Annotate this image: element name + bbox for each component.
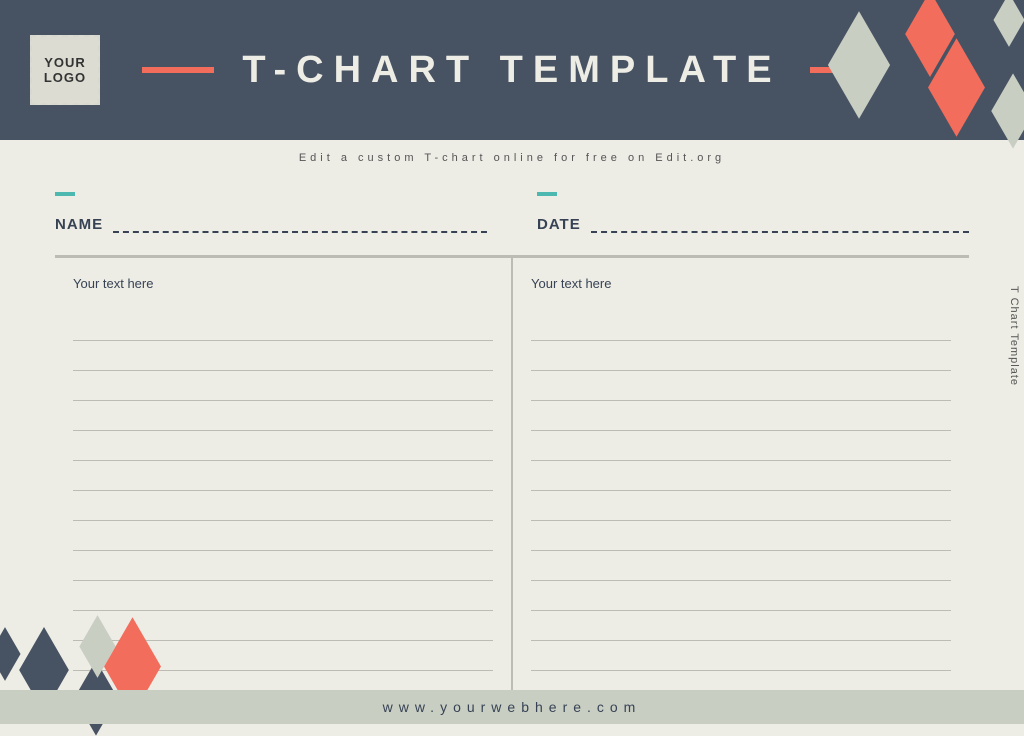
fields-row: NAME DATE bbox=[0, 164, 1024, 243]
date-field: DATE bbox=[537, 192, 969, 233]
left-placeholder: Your text here bbox=[73, 276, 493, 291]
t-chart-left-column[interactable]: Your text here bbox=[55, 258, 513, 695]
row-line bbox=[73, 311, 493, 341]
row-line bbox=[531, 641, 951, 671]
footer: www.yourwebhere.com bbox=[0, 690, 1024, 724]
row-line bbox=[531, 551, 951, 581]
row-line bbox=[531, 461, 951, 491]
header: YOUR LOGO T-CHART TEMPLATE bbox=[0, 0, 1024, 140]
row-line bbox=[531, 581, 951, 611]
row-line bbox=[531, 401, 951, 431]
right-placeholder: Your text here bbox=[531, 276, 951, 291]
logo-placeholder[interactable]: YOUR LOGO bbox=[30, 35, 100, 105]
diamond-icon bbox=[993, 0, 1024, 47]
row-line bbox=[531, 341, 951, 371]
row-line bbox=[531, 311, 951, 341]
row-line bbox=[73, 461, 493, 491]
row-line bbox=[531, 371, 951, 401]
name-field: NAME bbox=[55, 192, 487, 233]
t-chart-right-column[interactable]: Your text here bbox=[513, 258, 969, 695]
accent-bar-left bbox=[142, 67, 214, 73]
diamond-icon bbox=[828, 11, 890, 119]
row-line bbox=[531, 431, 951, 461]
left-lines bbox=[73, 311, 493, 671]
date-label: DATE bbox=[537, 216, 581, 233]
page-title: T-CHART TEMPLATE bbox=[242, 49, 781, 92]
subtitle: Edit a custom T-chart online for free on… bbox=[0, 152, 1024, 164]
row-line bbox=[73, 491, 493, 521]
row-line bbox=[73, 581, 493, 611]
row-line bbox=[73, 521, 493, 551]
row-line bbox=[73, 371, 493, 401]
logo-text-line2: LOGO bbox=[44, 70, 86, 85]
tick-icon bbox=[55, 192, 75, 196]
date-input-line[interactable] bbox=[591, 213, 969, 233]
name-input-line[interactable] bbox=[113, 213, 487, 233]
right-lines bbox=[531, 311, 951, 671]
side-label: T Chart Template bbox=[1008, 286, 1020, 386]
row-line bbox=[73, 341, 493, 371]
tick-icon bbox=[537, 192, 557, 196]
row-line bbox=[531, 491, 951, 521]
row-line bbox=[531, 611, 951, 641]
logo-text-line1: YOUR bbox=[44, 55, 86, 70]
row-line bbox=[73, 431, 493, 461]
t-chart: Your text here Your text here bbox=[55, 255, 969, 695]
footer-url: www.yourwebhere.com bbox=[383, 699, 642, 715]
name-label: NAME bbox=[55, 216, 103, 233]
row-line bbox=[73, 551, 493, 581]
diamond-icon bbox=[0, 627, 21, 681]
row-line bbox=[531, 521, 951, 551]
row-line bbox=[73, 401, 493, 431]
